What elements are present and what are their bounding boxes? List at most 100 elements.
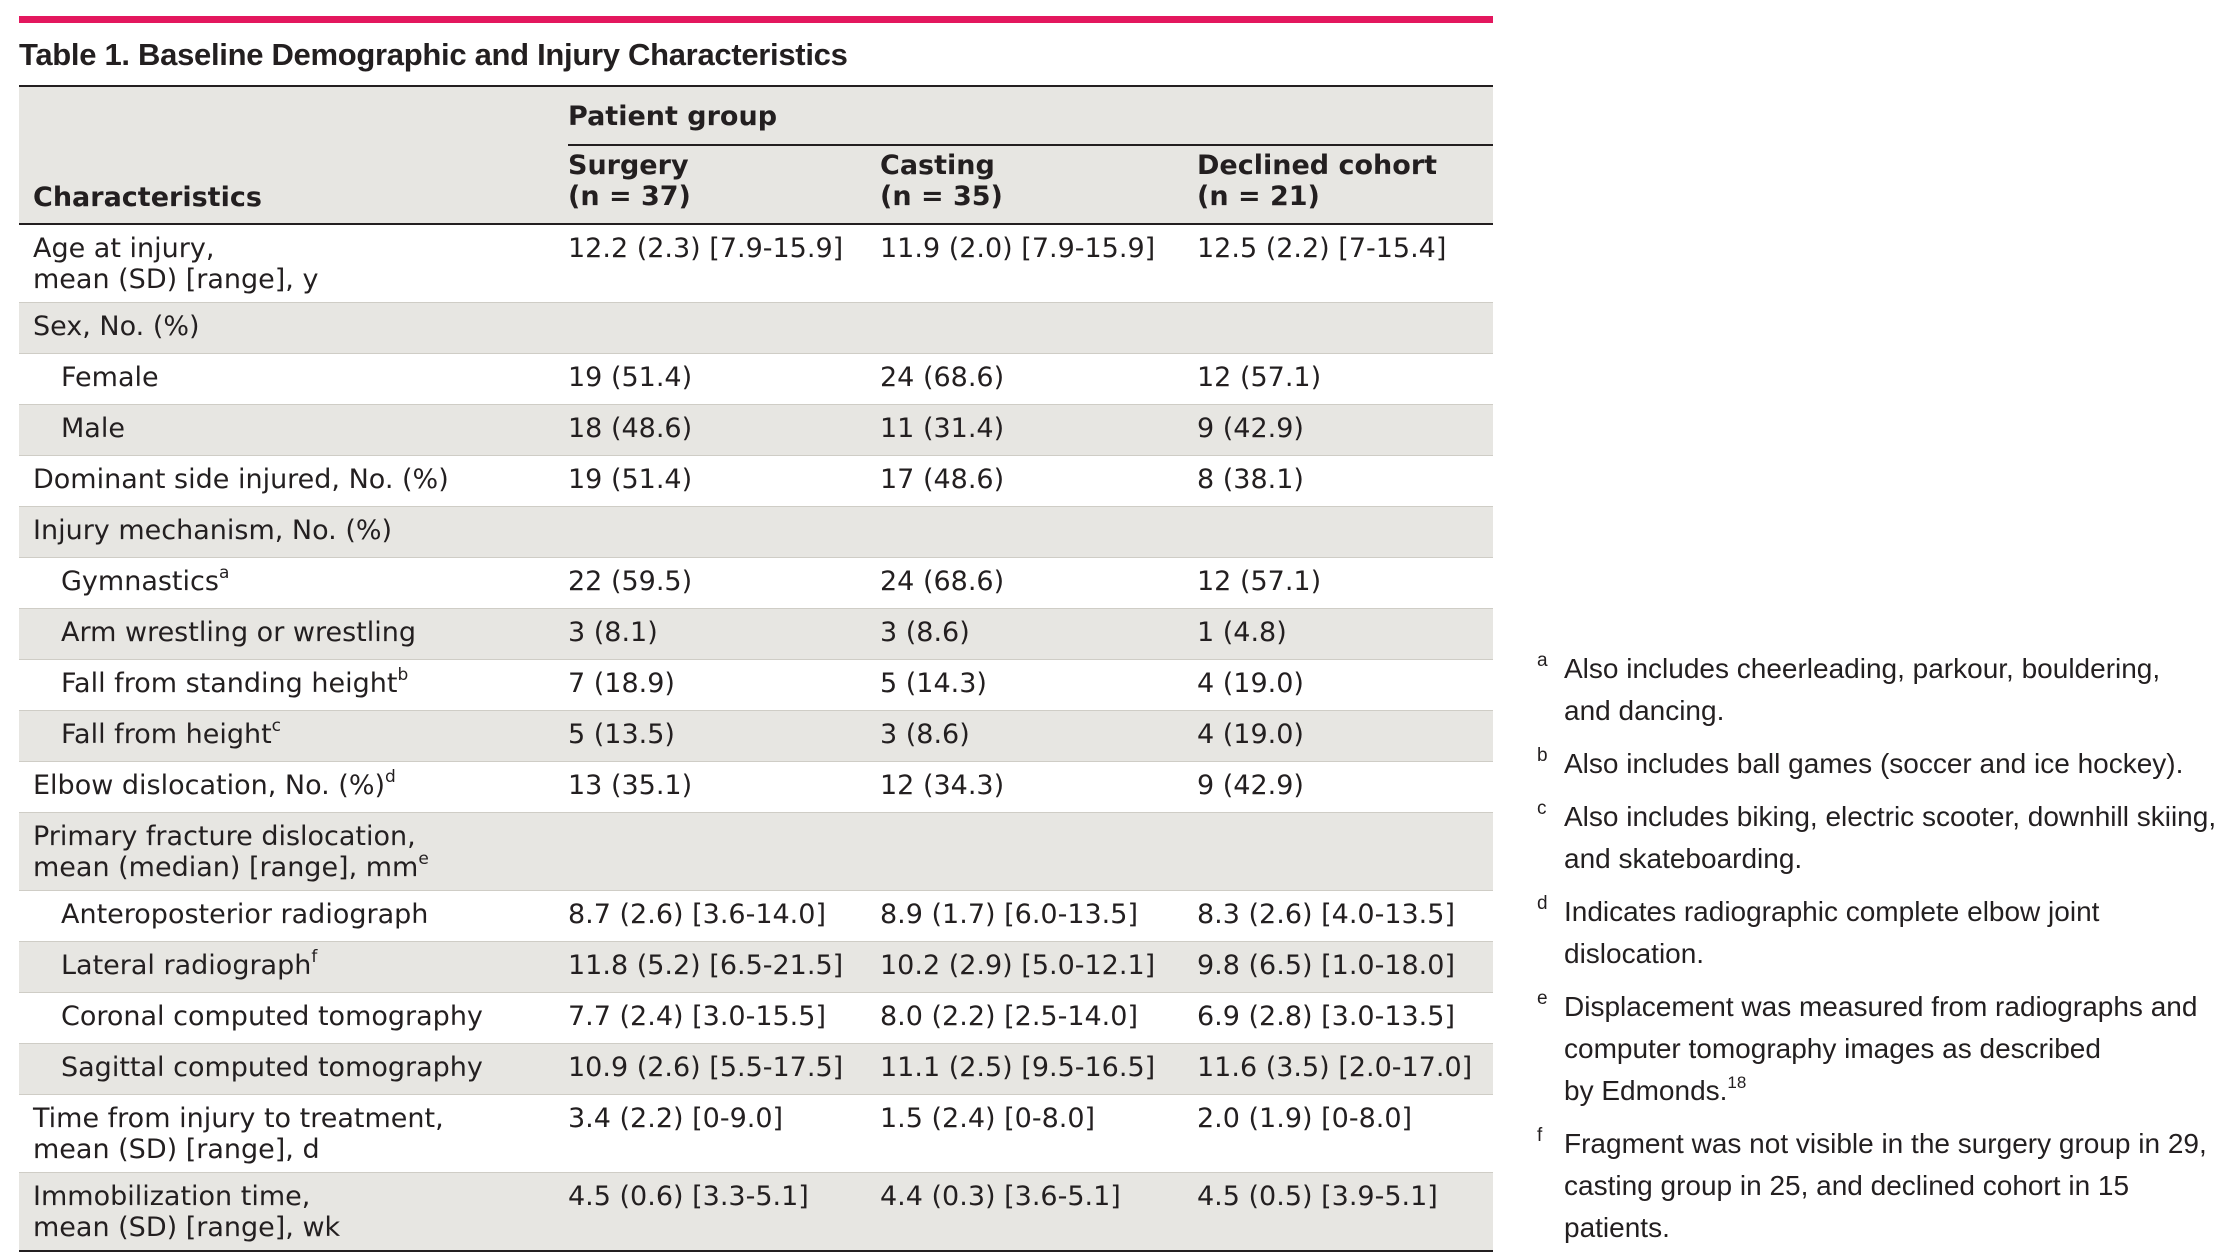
footnote-line: by Edmonds.18 bbox=[1564, 1073, 1747, 1106]
row-label: Immobilization time, mean (SD) [range], w… bbox=[33, 1181, 340, 1243]
footnote-mark: a bbox=[1537, 650, 1548, 671]
table-row: Coronal computed tomography 7.7 (2.4) [3.… bbox=[19, 993, 1493, 1044]
table-cell: 9.8 (6.5) [1.0-18.0] bbox=[1197, 950, 1455, 981]
table-cell: 11 (31.4) bbox=[880, 413, 1005, 444]
row-label: Sagittal computed tomography bbox=[61, 1052, 483, 1083]
table-row: Dominant side injured, No. (%) 19 (51.4) 1… bbox=[19, 456, 1493, 507]
patient-group-rule bbox=[568, 144, 1493, 146]
row-label-line: Fall from standing heightb bbox=[61, 665, 409, 700]
table-header: Patient group Characteristics Surgery (n… bbox=[19, 87, 1493, 223]
table-cell: 5 (13.5) bbox=[568, 719, 675, 750]
row-label: Injury mechanism, No. (%) bbox=[33, 515, 392, 546]
table-cell: 11.9 (2.0) [7.9-15.9] bbox=[880, 233, 1156, 264]
table-cell: 12 (34.3) bbox=[880, 770, 1005, 801]
footnote-line: Fragment was not visible in the surgery … bbox=[1564, 1128, 2207, 1159]
footnote-line: and dancing. bbox=[1564, 695, 1725, 726]
footnote-marker: d bbox=[385, 767, 396, 787]
column-name: Declined cohort bbox=[1197, 150, 1438, 181]
table-cell: 8.0 (2.2) [2.5-14.0] bbox=[880, 1001, 1138, 1032]
row-label: Fall from heightc bbox=[61, 716, 282, 751]
column-name: Casting bbox=[880, 150, 995, 181]
footnote-marker: f bbox=[311, 947, 318, 967]
row-label-line: Sex, No. (%) bbox=[33, 311, 200, 342]
footnotes: a Also includes cheerleading, parkour, bo… bbox=[1537, 648, 2216, 1260]
footnote: e Displacement was measured from radiogra… bbox=[1537, 986, 2216, 1112]
footnote: d Indicates radiographic complete elbow j… bbox=[1537, 891, 2216, 975]
table-cell: 11.1 (2.5) [9.5-16.5] bbox=[880, 1052, 1156, 1083]
column-heading-declined-cohort: Declined cohort (n = 21) bbox=[1197, 150, 1437, 212]
row-label-line: Male bbox=[61, 413, 125, 444]
table-body: Age at injury, mean (SD) [range], y 12.2 (… bbox=[19, 225, 1493, 1252]
footnote-mark: d bbox=[1537, 893, 1548, 914]
table-cell: 4 (19.0) bbox=[1197, 719, 1304, 750]
table-cell: 7.7 (2.4) [3.0-15.5] bbox=[568, 1001, 826, 1032]
table-cell: 7 (18.9) bbox=[568, 668, 675, 699]
table-cell: 9 (42.9) bbox=[1197, 770, 1304, 801]
table-row: Gymnasticsa 22 (59.5) 24 (68.6) 12 (57.1) bbox=[19, 558, 1493, 609]
row-label: Primary fracture dislocation, mean (media… bbox=[33, 821, 429, 883]
row-label-line: mean (SD) [range], y bbox=[33, 264, 319, 295]
footnote-line: computer tomography images as described bbox=[1564, 1033, 2101, 1064]
table-row: Age at injury, mean (SD) [range], y 12.2 (… bbox=[19, 225, 1493, 303]
footnote-line: Displacement was measured from radiograp… bbox=[1564, 991, 2198, 1022]
footnote-line: Also includes biking, electric scooter, … bbox=[1564, 801, 2216, 832]
row-label: Lateral radiographf bbox=[61, 947, 318, 982]
row-label-line: Gymnasticsa bbox=[61, 563, 230, 598]
table-row: Arm wrestling or wrestling 3 (8.1) 3 (8.6)… bbox=[19, 609, 1493, 660]
column-n: (n = 37) bbox=[568, 181, 691, 212]
table-cell: 3 (8.1) bbox=[568, 617, 658, 648]
row-label-line: Female bbox=[61, 362, 159, 393]
footnote-mark: c bbox=[1537, 798, 1547, 819]
table-row: Time from injury to treatment, mean (SD) … bbox=[19, 1095, 1493, 1173]
column-name: Surgery bbox=[568, 150, 689, 181]
row-label-line: Sagittal computed tomography bbox=[61, 1052, 483, 1083]
row-label-line: Fall from heightc bbox=[61, 716, 282, 751]
footnote-line: patients. bbox=[1564, 1212, 1670, 1243]
table-row: Injury mechanism, No. (%) bbox=[19, 507, 1493, 558]
table-cell: 3.4 (2.2) [0-9.0] bbox=[568, 1103, 784, 1134]
row-label: Dominant side injured, No. (%) bbox=[33, 464, 449, 495]
table-cell: 3 (8.6) bbox=[880, 617, 970, 648]
characteristics-heading: Characteristics bbox=[33, 182, 262, 213]
table-cell: 18 (48.6) bbox=[568, 413, 693, 444]
table-row: Female 19 (51.4) 24 (68.6) 12 (57.1) bbox=[19, 354, 1493, 405]
footnote-line: dislocation. bbox=[1564, 938, 1705, 969]
table-cell: 10.9 (2.6) [5.5-17.5] bbox=[568, 1052, 844, 1083]
table-row: Fall from standing heightb 7 (18.9) 5 (14.… bbox=[19, 660, 1493, 711]
table-cell: 24 (68.6) bbox=[880, 566, 1005, 597]
table-cell: 4 (19.0) bbox=[1197, 668, 1304, 699]
table-row: Lateral radiographf 11.8 (5.2) [6.5-21.5]… bbox=[19, 942, 1493, 993]
footnote: a Also includes cheerleading, parkour, bo… bbox=[1537, 648, 2216, 732]
row-label-line: mean (SD) [range], wk bbox=[33, 1212, 341, 1243]
row-label: Anteroposterior radiograph bbox=[61, 899, 428, 930]
column-n: (n = 21) bbox=[1197, 181, 1320, 212]
row-label: Age at injury, mean (SD) [range], y bbox=[33, 233, 318, 295]
footnote-mark: b bbox=[1537, 745, 1548, 766]
table-cell: 24 (68.6) bbox=[880, 362, 1005, 393]
row-label: Male bbox=[61, 413, 125, 444]
footnote-line: Also includes ball games (soccer and ice… bbox=[1564, 748, 2184, 779]
row-label: Female bbox=[61, 362, 159, 393]
row-label-line: Age at injury, bbox=[33, 233, 215, 264]
row-label-line: Arm wrestling or wrestling bbox=[61, 617, 416, 648]
column-heading-casting: Casting (n = 35) bbox=[880, 150, 1003, 212]
table-cell: 1.5 (2.4) [0-8.0] bbox=[880, 1103, 1096, 1134]
table-row: Primary fracture dislocation, mean (media… bbox=[19, 813, 1493, 891]
row-label: Sex, No. (%) bbox=[33, 311, 200, 342]
row-label-line: Lateral radiographf bbox=[61, 947, 318, 982]
table-cell: 4.5 (0.5) [3.9-5.1] bbox=[1197, 1181, 1438, 1212]
column-n: (n = 35) bbox=[880, 181, 1003, 212]
table-cell: 3 (8.6) bbox=[880, 719, 970, 750]
row-label: Fall from standing heightb bbox=[61, 665, 409, 700]
footnote-mark: f bbox=[1537, 1125, 1543, 1146]
row-label-line: Immobilization time, bbox=[33, 1181, 311, 1212]
table-cell: 8.3 (2.6) [4.0-13.5] bbox=[1197, 899, 1455, 930]
table-cell: 22 (59.5) bbox=[568, 566, 693, 597]
table-row: Male 18 (48.6) 11 (31.4) 9 (42.9) bbox=[19, 405, 1493, 456]
footnote: b Also includes ball games (soccer and ic… bbox=[1537, 743, 2216, 785]
row-label-line: Anteroposterior radiograph bbox=[61, 899, 429, 930]
table-cell: 11.8 (5.2) [6.5-21.5] bbox=[568, 950, 844, 981]
table-cell: 19 (51.4) bbox=[568, 362, 693, 393]
row-label-line: Time from injury to treatment, bbox=[33, 1103, 444, 1134]
table-cell: 4.5 (0.6) [3.3-5.1] bbox=[568, 1181, 809, 1212]
